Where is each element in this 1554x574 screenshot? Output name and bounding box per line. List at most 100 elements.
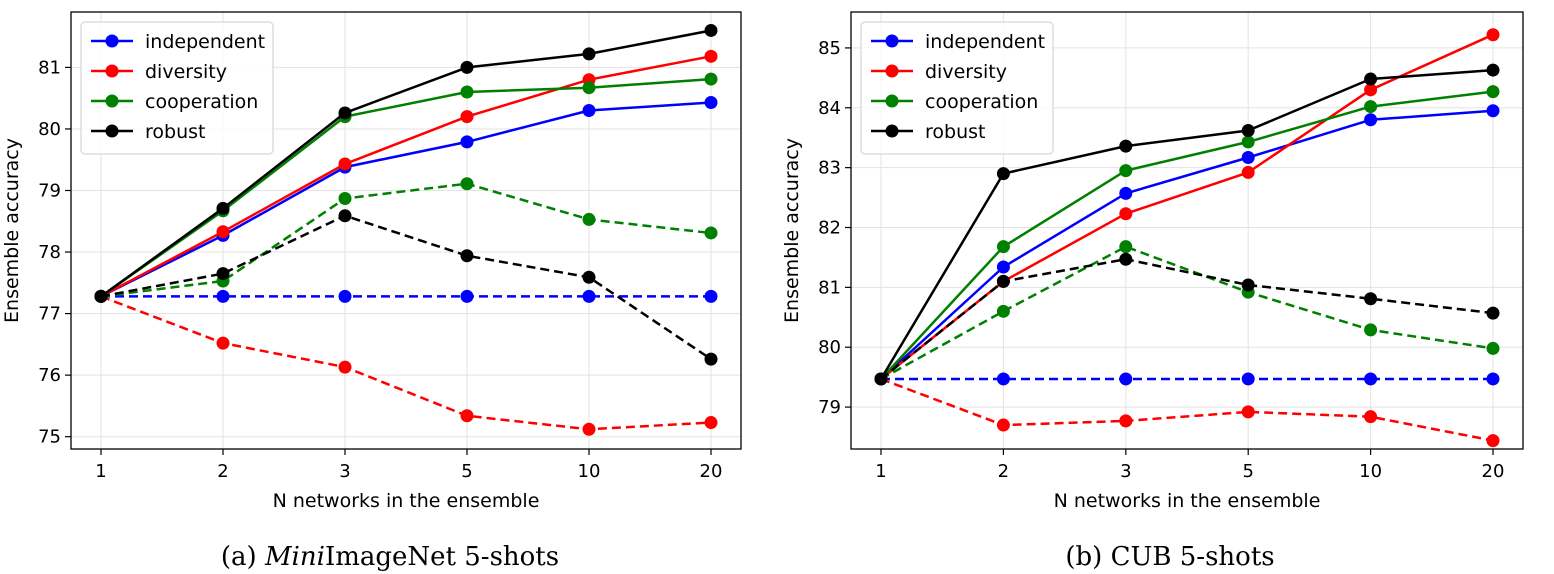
legend-marker [885,124,899,138]
y-tick-label: 80 [818,337,841,358]
panel-caption: (b) CUB 5-shots [1065,542,1274,572]
data-point [1364,323,1378,337]
legend-label: robust [925,121,985,143]
x-tick-label: 3 [1120,461,1131,482]
y-tick-label: 80 [38,119,61,140]
caption-rest: ImageNet 5-shots [325,542,559,572]
legend: independent diversity cooperation robust [860,21,1054,155]
data-point [338,157,352,171]
data-point [704,352,718,366]
y-tick-label: 85 [818,38,841,59]
data-point [1364,100,1378,114]
data-point [704,49,718,63]
legend-label: diversity [145,61,227,83]
data-point [1486,63,1500,77]
data-point [704,23,718,37]
series-line-7 [880,257,1494,380]
series-line-3 [879,68,1494,380]
data-point [1486,85,1500,99]
data-point [1364,113,1378,127]
legend-marker [885,34,899,48]
data-point [1119,164,1133,178]
data-point [460,249,474,263]
data-point [216,267,230,281]
data-point [460,85,474,99]
y-tick-label: 82 [818,218,841,239]
data-point [1119,186,1133,200]
data-point [1241,150,1255,164]
series-line-5 [880,377,1494,442]
panel-cub: 1 2 3 5 10 20 79 80 81 82 83 84 85 independent diversi… [781,11,1524,572]
data-point [338,209,352,223]
legend-marker [885,64,899,78]
x-tick-label: 2 [998,461,1009,482]
data-point [704,95,718,109]
y-axis-label: Ensemble accuracy [781,138,803,323]
data-point [582,422,596,436]
x-tick-label: 1 [95,461,106,482]
data-point [1119,372,1133,386]
data-point [1241,135,1255,149]
legend-marker [885,94,899,108]
y-tick-label: 81 [818,277,841,298]
y-tick-label: 75 [38,427,61,448]
caption-prefix: (a) [221,542,265,572]
data-point [704,416,718,430]
data-point [216,225,230,239]
x-tick-label: 5 [1242,461,1253,482]
y-tick-label: 79 [38,180,61,201]
series-line-0 [100,101,712,298]
series-line-6 [880,245,1494,381]
series-line-6 [100,182,712,298]
x-tick-label: 5 [461,461,472,482]
legend-label: cooperation [925,91,1038,113]
data-point [996,274,1010,288]
data-point [460,135,474,149]
x-tick-label: 1 [875,461,886,482]
data-point [996,304,1010,318]
series-line-0 [880,109,1494,380]
data-point [1486,28,1500,42]
data-point [1486,372,1500,386]
data-point [1486,434,1500,448]
legend-label: diversity [925,61,1007,83]
data-point [1241,124,1255,138]
data-point [1364,372,1378,386]
legend-box [860,21,1054,155]
data-point [1241,278,1255,292]
caption-italic: Mini [264,542,325,572]
y-tick-label: 77 [38,304,61,325]
caption-prefix: (b) [1065,542,1110,572]
data-point [1364,72,1378,86]
data-point [1364,292,1378,306]
panel-caption: (a) MiniImageNet 5-shots [221,542,559,572]
legend-label: independent [925,31,1045,53]
data-point [996,372,1010,386]
data-point [460,177,474,191]
data-point [216,201,230,215]
legend-label: cooperation [145,91,258,113]
legend-box [80,21,274,155]
data-point [338,289,352,303]
x-axis-label: N networks in the ensemble [273,490,540,512]
axes-frame [70,11,742,450]
series-line-1 [100,55,712,298]
series-line-2 [100,77,712,298]
data-point [582,47,596,61]
data-point [460,110,474,124]
x-axis-label: N networks in the ensemble [1054,490,1321,512]
data-point [338,191,352,205]
data-point [582,103,596,117]
y-tick-label: 78 [38,242,61,263]
y-tick-label: 76 [38,365,61,386]
data-point [582,289,596,303]
x-tick-label: 2 [217,461,228,482]
data-point [94,289,108,303]
data-point [1119,252,1133,266]
data-point [1241,372,1255,386]
data-point [1119,207,1133,221]
data-point [216,336,230,350]
data-point [460,409,474,423]
caption-rest: CUB 5-shots [1111,542,1275,572]
panel-miniimagenet: 1 2 3 5 10 20 75 76 77 78 79 80 81 independent diversi… [1,11,742,572]
